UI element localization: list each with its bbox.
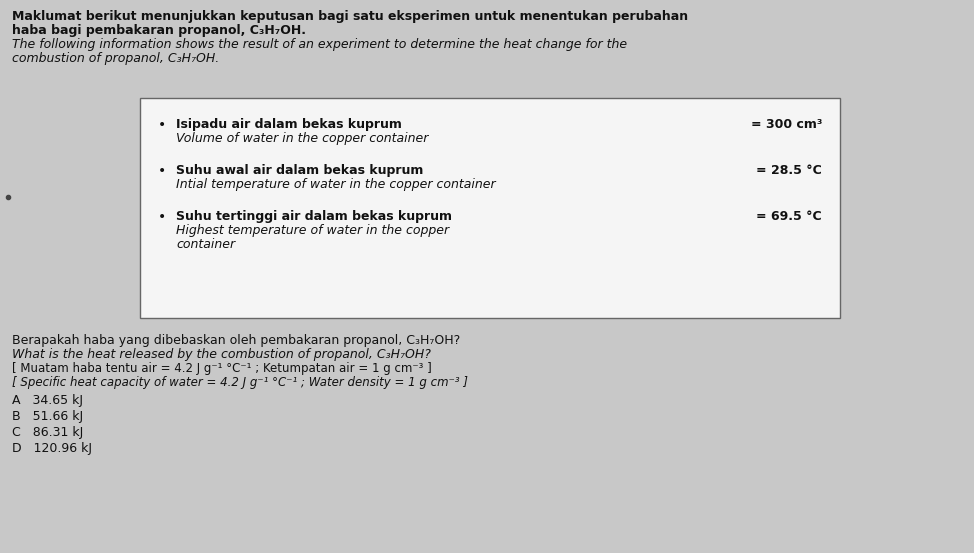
Text: The following information shows the result of an experiment to determine the hea: The following information shows the resu… — [12, 38, 627, 51]
Text: •: • — [158, 210, 167, 224]
Text: B   51.66 kJ: B 51.66 kJ — [12, 410, 83, 423]
Text: haba bagi pembakaran propanol, C₃H₇OH.: haba bagi pembakaran propanol, C₃H₇OH. — [12, 24, 306, 37]
Text: Highest temperature of water in the copper: Highest temperature of water in the copp… — [176, 224, 449, 237]
Text: Suhu awal air dalam bekas kuprum: Suhu awal air dalam bekas kuprum — [176, 164, 424, 177]
Text: C   86.31 kJ: C 86.31 kJ — [12, 426, 83, 439]
Text: •: • — [158, 118, 167, 132]
Text: Berapakah haba yang dibebaskan oleh pembakaran propanol, C₃H₇OH?: Berapakah haba yang dibebaskan oleh pemb… — [12, 334, 461, 347]
Text: Isipadu air dalam bekas kuprum: Isipadu air dalam bekas kuprum — [176, 118, 402, 131]
FancyBboxPatch shape — [140, 98, 840, 318]
Text: combustion of propanol, C₃H₇OH.: combustion of propanol, C₃H₇OH. — [12, 52, 219, 65]
Text: What is the heat released by the combustion of propanol, C₃H₇OH?: What is the heat released by the combust… — [12, 348, 431, 361]
Text: •: • — [158, 164, 167, 178]
Text: = 28.5 °C: = 28.5 °C — [756, 164, 822, 177]
Text: A   34.65 kJ: A 34.65 kJ — [12, 394, 83, 407]
Text: D   120.96 kJ: D 120.96 kJ — [12, 442, 92, 455]
Text: container: container — [176, 238, 235, 251]
Text: Intial temperature of water in the copper container: Intial temperature of water in the coppe… — [176, 178, 496, 191]
Text: = 69.5 °C: = 69.5 °C — [757, 210, 822, 223]
Text: [ Muatam haba tentu air = 4.2 J g⁻¹ °C⁻¹ ; Ketumpatan air = 1 g cm⁻³ ]: [ Muatam haba tentu air = 4.2 J g⁻¹ °C⁻¹… — [12, 362, 431, 375]
Text: Suhu tertinggi air dalam bekas kuprum: Suhu tertinggi air dalam bekas kuprum — [176, 210, 452, 223]
Text: = 300 cm³: = 300 cm³ — [751, 118, 822, 131]
Text: Volume of water in the copper container: Volume of water in the copper container — [176, 132, 429, 145]
Text: Maklumat berikut menunjukkan keputusan bagi satu eksperimen untuk menentukan per: Maklumat berikut menunjukkan keputusan b… — [12, 10, 688, 23]
Text: [ Specific heat capacity of water = 4.2 J g⁻¹ °C⁻¹ ; Water density = 1 g cm⁻³ ]: [ Specific heat capacity of water = 4.2 … — [12, 376, 468, 389]
